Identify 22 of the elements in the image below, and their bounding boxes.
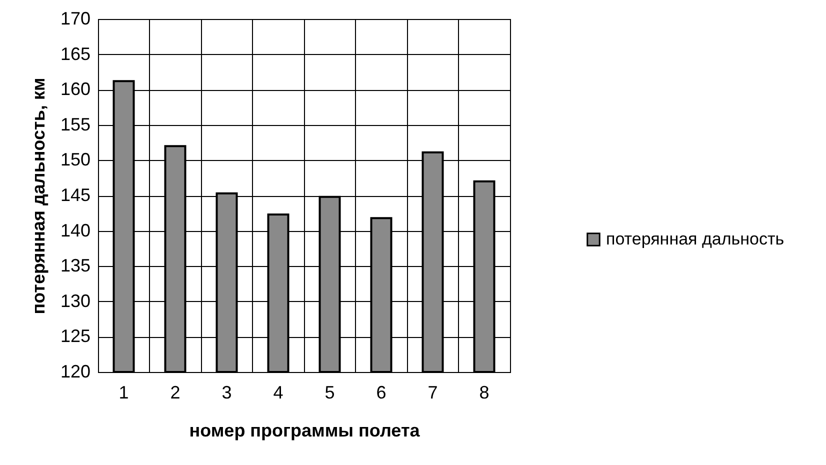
x-tick-label: 8: [479, 382, 490, 402]
legend-label: потерянная дальность: [606, 230, 784, 248]
x-tick-label: 7: [428, 382, 438, 402]
x-tick-label: 1: [118, 382, 129, 402]
x-tick-label: 2: [170, 382, 180, 402]
y-tick-label: 155: [60, 114, 90, 134]
x-tick-label: 4: [273, 382, 284, 402]
x-axis-title: номер программы полета: [189, 420, 421, 440]
y-tick-label: 140: [60, 220, 90, 240]
y-tick-label: 170: [60, 8, 90, 28]
y-tick-label: 160: [60, 79, 90, 100]
x-tick-label: 5: [324, 382, 335, 402]
y-tick-label: 120: [60, 362, 90, 382]
y-tick-label: 125: [60, 326, 90, 346]
y-tick-label: 130: [60, 290, 90, 311]
x-tick-label: 6: [376, 382, 386, 402]
y-tick-label: 135: [60, 256, 90, 276]
y-axis-title: потерянная дальность, км: [28, 78, 48, 314]
y-tick-label: 165: [60, 44, 90, 64]
y-tick-label: 145: [60, 185, 90, 205]
y-tick-label: 150: [60, 150, 90, 170]
x-tick-label: 3: [222, 382, 232, 402]
